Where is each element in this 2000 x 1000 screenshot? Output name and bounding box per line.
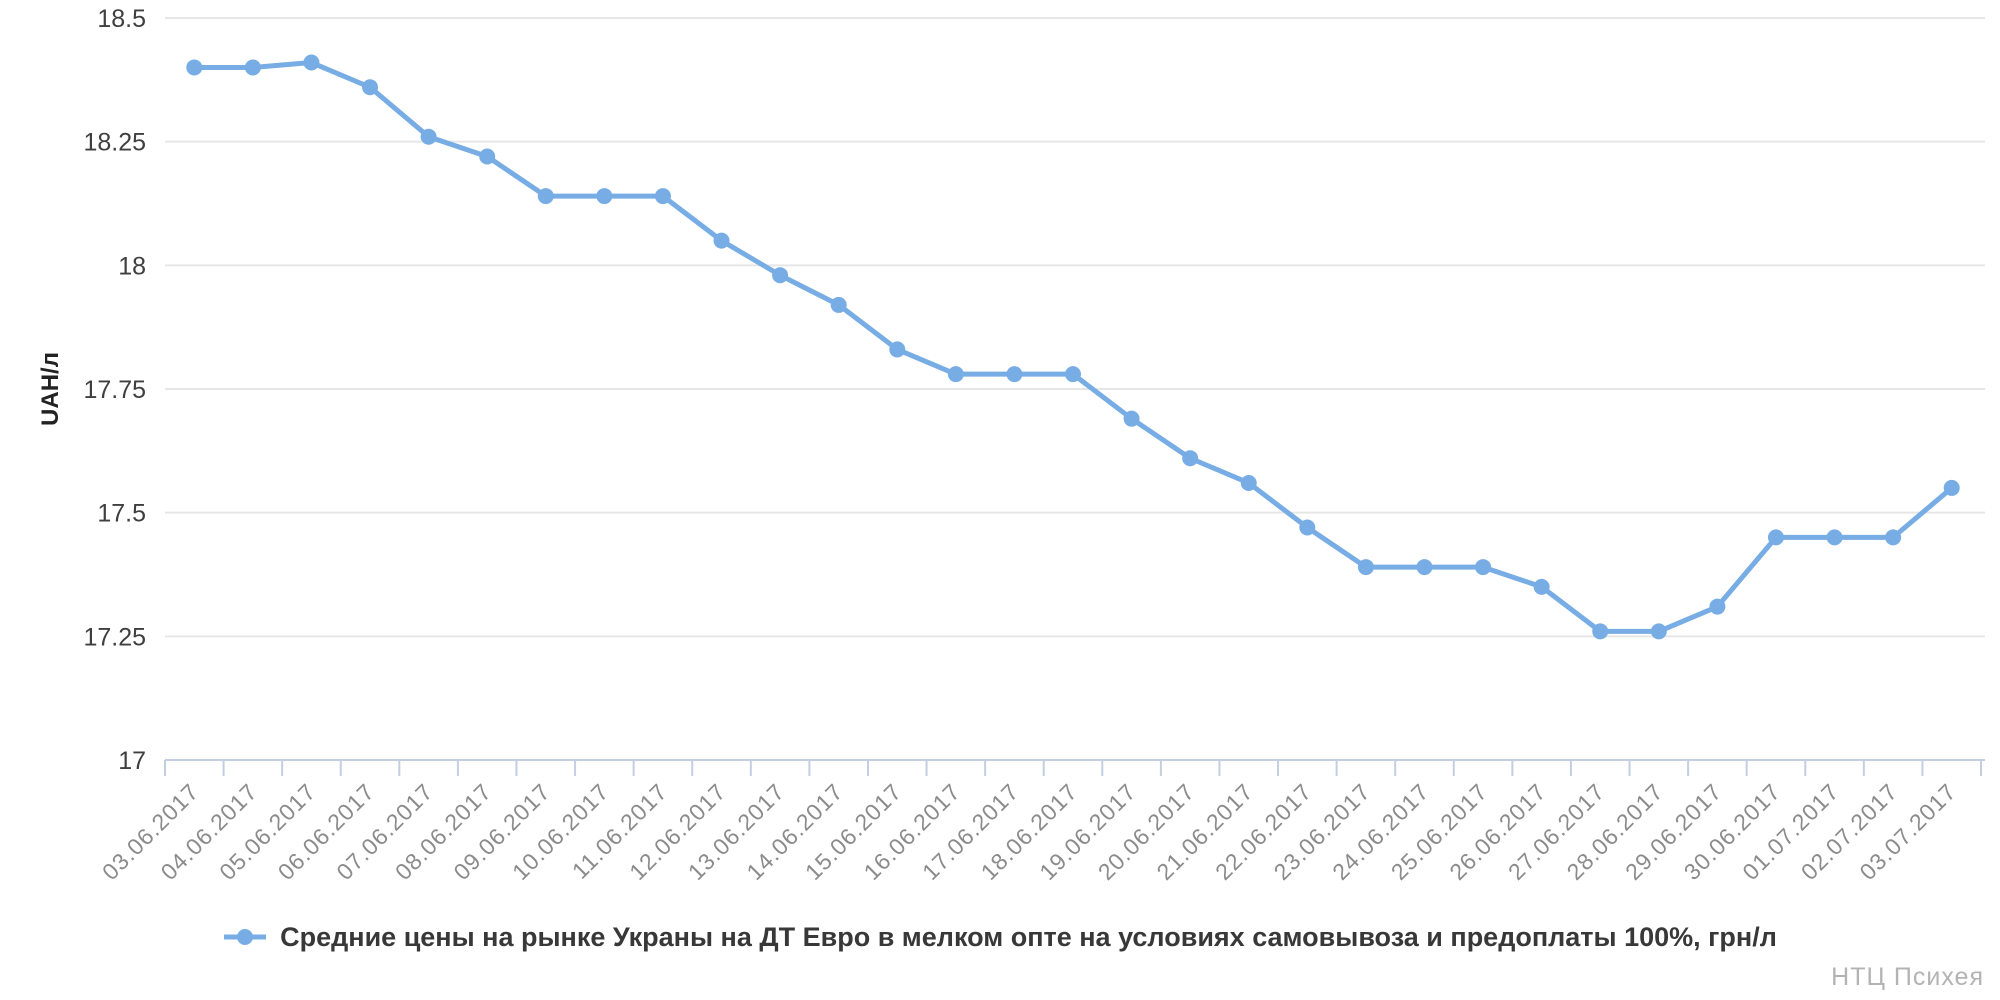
y-tick-label: 18.25	[83, 129, 146, 157]
data-point-marker[interactable]	[479, 148, 496, 165]
data-point-marker[interactable]	[1182, 450, 1199, 467]
y-tick-label: 17.5	[97, 500, 146, 528]
data-point-marker[interactable]	[1123, 410, 1140, 427]
legend-item[interactable]: Средние цены на рынке Украны на ДТ Евро …	[0, 912, 2000, 962]
data-point-marker[interactable]	[947, 366, 964, 383]
data-point-marker[interactable]	[1943, 479, 1960, 496]
data-point-marker[interactable]	[1065, 366, 1081, 383]
legend-line-marker-icon	[224, 929, 267, 945]
data-point-marker[interactable]	[1709, 598, 1726, 615]
data-point-marker[interactable]	[1650, 623, 1667, 640]
data-point-marker[interactable]	[713, 232, 730, 249]
data-point-marker[interactable]	[889, 341, 906, 358]
data-point-marker[interactable]	[1416, 559, 1433, 576]
data-point-marker[interactable]	[1240, 474, 1257, 491]
data-point-marker[interactable]	[1885, 529, 1902, 546]
y-tick-label: 17	[118, 747, 146, 775]
data-point-marker[interactable]	[654, 188, 671, 205]
data-point-marker[interactable]	[1767, 529, 1784, 546]
data-point-marker[interactable]	[1592, 623, 1609, 640]
y-tick-label: 17.25	[83, 623, 146, 651]
data-point-marker[interactable]	[1357, 559, 1374, 576]
y-tick-label: 18	[118, 252, 146, 280]
data-point-marker[interactable]	[1299, 519, 1316, 536]
data-point-marker[interactable]	[244, 59, 261, 76]
y-axis-title: UAH/л	[37, 352, 64, 426]
data-point-marker[interactable]	[830, 296, 847, 313]
data-point-marker[interactable]	[1006, 366, 1023, 383]
data-point-marker[interactable]	[596, 188, 613, 205]
y-tick-label: 17.75	[83, 376, 146, 404]
data-point-marker[interactable]	[362, 79, 379, 96]
data-point-marker[interactable]	[186, 59, 203, 76]
data-point-marker[interactable]	[772, 267, 789, 284]
watermark: НТЦ Психея	[1831, 963, 1984, 991]
series-line	[191, 60, 1955, 634]
data-point-marker[interactable]	[303, 54, 320, 71]
legend-label: Средние цены на рынке Украны на ДТ Евро …	[280, 921, 1777, 952]
data-point-marker[interactable]	[1826, 529, 1843, 546]
data-point-marker[interactable]	[537, 188, 554, 205]
data-point-marker[interactable]	[420, 128, 437, 145]
data-point-marker[interactable]	[1475, 559, 1492, 576]
y-tick-label: 18.5	[97, 5, 146, 33]
data-point-marker[interactable]	[1533, 578, 1550, 595]
